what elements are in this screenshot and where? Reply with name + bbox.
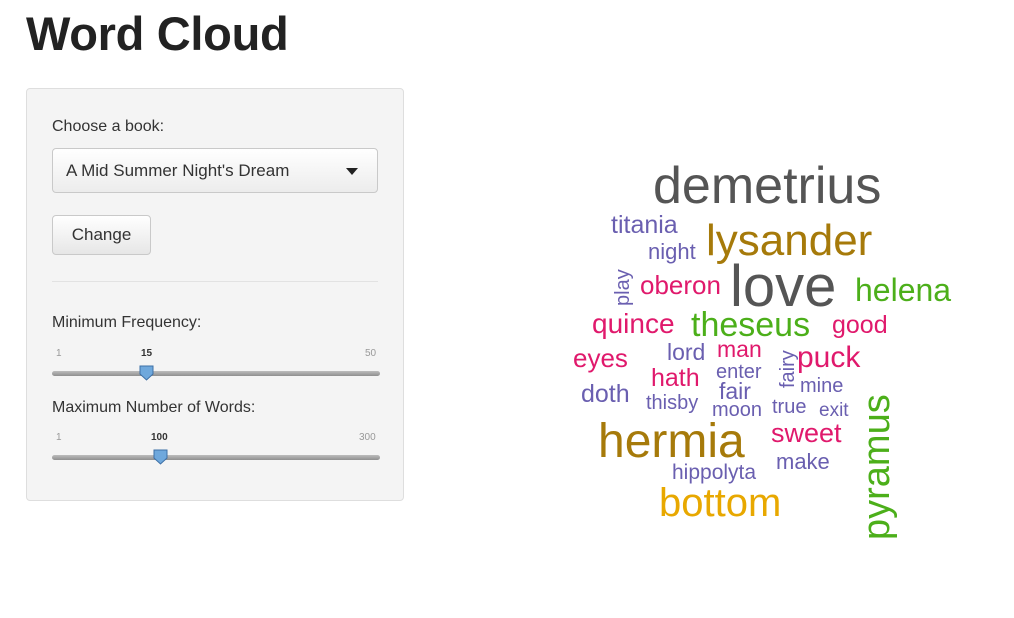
cloud-word-play: play — [612, 269, 634, 306]
min-frequency-value: 15 — [141, 348, 153, 359]
change-button[interactable]: Change — [52, 215, 151, 255]
max-words-slider-handle[interactable] — [153, 449, 168, 465]
cloud-word-theseus: theseus — [691, 306, 811, 344]
cloud-word-oberon: oberon — [640, 270, 721, 300]
cloud-word-good: good — [832, 311, 888, 339]
cloud-word-enter: enter — [716, 361, 762, 383]
cloud-word-sweet: sweet — [771, 418, 842, 448]
min-frequency-slider-track[interactable] — [52, 371, 380, 376]
cloud-word-man: man — [717, 336, 762, 362]
book-select-value: A Mid Summer Night's Dream — [66, 161, 290, 180]
page-title: Word Cloud — [26, 7, 289, 60]
cloud-word-true: true — [772, 396, 807, 418]
cloud-word-lord: lord — [667, 339, 706, 365]
cloud-word-puck: puck — [797, 341, 861, 374]
cloud-word-quince: quince — [592, 308, 675, 339]
cloud-word-night: night — [648, 239, 696, 264]
cloud-word-doth: doth — [581, 380, 630, 408]
cloud-word-eyes: eyes — [573, 343, 628, 373]
max-words-min-tick: 1 — [56, 432, 62, 443]
cloud-word-lysander: lysander — [706, 216, 873, 265]
min-frequency-slider-handle[interactable] — [139, 365, 154, 381]
cloud-word-thisby: thisby — [646, 392, 699, 414]
cloud-word-moon: moon — [712, 399, 763, 421]
cloud-word-hath: hath — [651, 364, 700, 392]
cloud-word-helena: helena — [855, 272, 952, 308]
book-select[interactable]: A Mid Summer Night's Dream — [52, 148, 378, 193]
cloud-word-make: make — [776, 449, 830, 474]
min-frequency-label: Minimum Frequency: — [52, 314, 202, 331]
book-select-label: Choose a book: — [52, 118, 165, 135]
min-frequency-min-tick: 1 — [56, 348, 62, 359]
cloud-word-hermia: hermia — [598, 415, 745, 468]
cloud-word-exit: exit — [819, 400, 849, 421]
cloud-word-pyramus: pyramus — [856, 394, 898, 540]
cloud-word-fair: fair — [719, 378, 751, 404]
max-words-label: Maximum Number of Words: — [52, 399, 256, 416]
cloud-word-mine: mine — [800, 375, 844, 397]
word-cloud: demetrius lysander titania night play oberon l… — [560, 140, 990, 560]
divider — [52, 281, 378, 282]
cloud-word-fairy: fairy — [777, 350, 799, 388]
min-frequency-max-tick: 50 — [365, 348, 377, 359]
sidebar-panel: Choose a book: A Mid Summer Night's Drea… — [26, 88, 404, 501]
cloud-word-bottom: bottom — [659, 481, 782, 525]
cloud-word-titania: titania — [611, 211, 678, 239]
cloud-word-hippolyta: hippolyta — [672, 461, 757, 484]
cloud-word-demetrius: demetrius — [653, 157, 882, 215]
max-words-max-tick: 300 — [359, 432, 376, 443]
cloud-word-love: love — [730, 254, 837, 319]
max-words-value: 100 — [151, 432, 168, 443]
max-words-slider-track[interactable] — [52, 455, 380, 460]
caret-down-icon — [346, 168, 358, 175]
